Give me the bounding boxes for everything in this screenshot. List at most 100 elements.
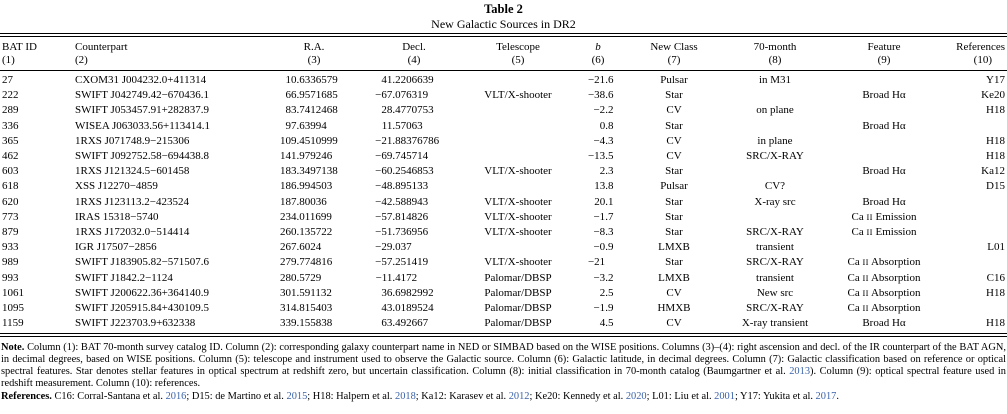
citation-year-link[interactable]: 2012	[508, 390, 530, 402]
citation-year-link[interactable]: 2001	[714, 390, 735, 402]
cell-decl: 11.57063	[381, 119, 423, 132]
cell-70-month: in M31	[758, 74, 792, 86]
cell-decl: −57.251419	[375, 256, 429, 269]
cell-bat-id: 1095	[2, 302, 24, 315]
cell-feature: Ca II Absorption	[847, 286, 921, 299]
cell-decl: −60.2546853	[375, 165, 434, 178]
table-body: 27 CXOM31 J004232.0+411314 10.6336579 41.22…	[0, 71, 1007, 332]
cell-b: −4.3	[593, 134, 614, 147]
cell-telescope: VLT/X-shooter	[484, 210, 552, 223]
cell-telescope: Palomar/DBSP	[484, 317, 552, 330]
cell-new-class: Star	[665, 89, 683, 102]
cell-decl: 43.0189524	[381, 302, 434, 315]
cell-ra: 339.155838	[280, 317, 333, 330]
cell-bat-id: 989	[2, 256, 19, 269]
cell-bat-id: 603	[2, 165, 19, 178]
cell-references	[938, 301, 1007, 316]
citation-year-link[interactable]: 2015	[286, 390, 308, 402]
cell-counterpart: SWIFT J042749.42−670436.1	[75, 89, 210, 102]
cell-decl: 36.6982992	[381, 286, 434, 299]
cell-b: −0.9	[593, 241, 614, 254]
table-top-rule	[0, 33, 1007, 37]
header-number-row: (1) (2) (3) (4) (5) (6) (7) (8) (9) (10)	[0, 54, 1007, 71]
cell-counterpart: CXOM31 J004232.0+411314	[75, 74, 207, 86]
note-text: ; Ka12: Karasev et al.	[415, 390, 509, 402]
table-row: 1095 SWIFT J205915.84+430109.5 314.815403 4…	[0, 301, 1007, 316]
col-number-10: (10)	[938, 54, 1007, 71]
cell-feature: Broad Hα	[862, 195, 906, 208]
cell-b: 2.5	[599, 286, 614, 299]
cell-counterpart: SWIFT J053457.91+282837.9	[75, 104, 210, 117]
note-text: ; H18: Halpern et al.	[307, 390, 395, 402]
cell-feature: Broad Hα	[862, 165, 906, 178]
cell-new-class: HMXB	[657, 302, 691, 315]
cell-b: 20.1	[594, 195, 614, 208]
table-row: 618 XSS J12270−4859 186.994503 −48.895133 13…	[0, 179, 1007, 194]
citation-year-link[interactable]: 2013	[789, 366, 811, 378]
cell-decl: −11.4172	[375, 271, 418, 284]
citation-year-link[interactable]: 2018	[395, 390, 416, 402]
citation-year-link[interactable]: 2016	[165, 390, 187, 402]
cell-b: −13.5	[587, 150, 614, 163]
cell-bat-id: 773	[2, 210, 19, 223]
cell-feature: Ca II Absorption	[847, 256, 921, 269]
header-label-row: BAT ID Counterpart R.A. Decl. Telescope …	[0, 37, 1007, 54]
cell-references: D15	[986, 180, 1005, 193]
cell-ra: 187.80036	[280, 195, 327, 208]
cell-telescope: VLT/X-shooter	[484, 89, 552, 102]
cell-decl: −29.037	[375, 241, 412, 254]
col-header-b: b	[595, 41, 601, 53]
cell-references	[938, 119, 1007, 134]
citation-year-link[interactable]: 2020	[625, 390, 647, 402]
cell-70-month: transient	[756, 241, 794, 254]
table-title: New Galactic Sources in DR2	[431, 17, 576, 31]
note-text: ; Ke20: Kennedy et al.	[529, 390, 626, 402]
table-row: 222 SWIFT J042749.42−670436.1 66.9571685 −6…	[0, 88, 1007, 103]
cell-new-class: CV	[666, 134, 682, 147]
table-row: 1159 SWIFT J223703.9+632338 339.155838 63.4…	[0, 316, 1007, 331]
note-label: References.	[1, 390, 52, 402]
cell-feature	[830, 240, 938, 255]
table-caption: Table 2 New Galactic Sources in DR2	[0, 0, 1007, 31]
cell-decl: −48.895133	[375, 180, 429, 193]
cell-references	[938, 195, 1007, 210]
citation-year-link[interactable]: 2017	[815, 390, 837, 402]
table-row: 365 1RXS J071748.9−215306 109.4510999 −21.8…	[0, 134, 1007, 149]
cell-ra: 66.9571685	[285, 89, 338, 102]
cell-telescope	[468, 179, 568, 194]
cell-decl: −42.588943	[375, 195, 429, 208]
col-number-9: (9)	[830, 54, 938, 71]
cell-feature: Ca II Emission	[851, 210, 917, 223]
cell-70-month	[720, 119, 830, 134]
journal-table-page: Table 2 New Galactic Sources in DR2 BAT …	[0, 0, 1007, 403]
cell-references: H18	[986, 286, 1005, 299]
cell-70-month: New src	[756, 286, 794, 299]
cell-feature	[830, 179, 938, 194]
col-number-5: (5)	[468, 54, 568, 71]
cell-telescope	[468, 119, 568, 134]
cell-ra: 234.011699	[280, 210, 332, 223]
cell-b: −8.3	[593, 226, 614, 239]
note-text: .	[836, 390, 839, 402]
cell-b: −21.6	[587, 74, 614, 86]
cell-counterpart: XSS J12270−4859	[75, 180, 158, 193]
note-text: ; D15: de Martino et al.	[186, 390, 287, 402]
cell-70-month: transient	[756, 271, 794, 284]
cell-70-month	[720, 164, 830, 179]
cell-b: 13.8	[594, 180, 614, 193]
cell-new-class: LMXB	[658, 271, 690, 284]
cell-bat-id: 1159	[2, 317, 24, 330]
cell-70-month: SRC/X-RAY	[746, 150, 804, 163]
cell-telescope	[468, 149, 568, 164]
col-header-new-class: New Class	[650, 41, 698, 53]
cell-70-month: X-ray src	[754, 195, 796, 208]
cell-bat-id: 933	[2, 241, 19, 254]
cell-bat-id: 222	[2, 89, 19, 102]
cell-new-class: Star	[665, 210, 683, 223]
table-row: 27 CXOM31 J004232.0+411314 10.6336579 41.22…	[0, 71, 1007, 89]
cell-telescope	[468, 71, 568, 89]
note-text: C16: Corral-Santana et al.	[51, 390, 166, 402]
table-references-note: References. C16: Corral-Santana et al. 2…	[1, 391, 1006, 403]
cell-bat-id: 1061	[2, 286, 24, 299]
table-row: 989 SWIFT J183905.82−571507.6 279.774816 −5…	[0, 255, 1007, 270]
